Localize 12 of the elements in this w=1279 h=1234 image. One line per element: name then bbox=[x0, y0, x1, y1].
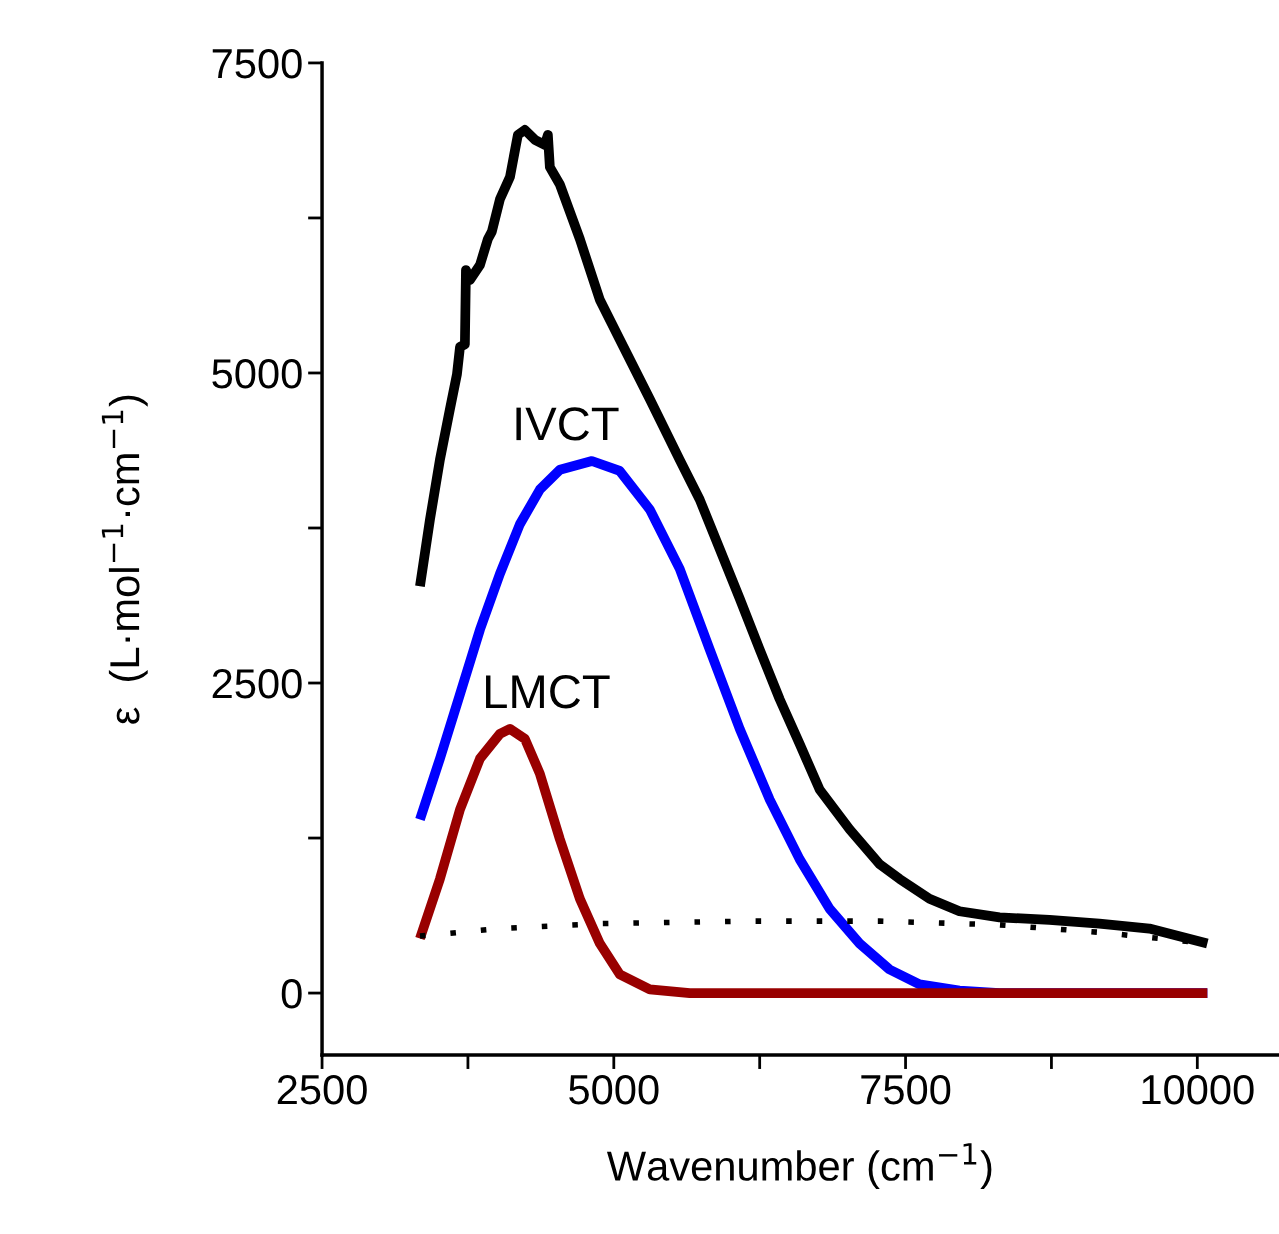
y-tick-label: 7500 bbox=[212, 48, 302, 79]
x-tick-label: 10000 bbox=[1142, 1074, 1254, 1105]
y-axis-title: ε (L·mol$^{−1}$·cm$^{−1}$) bbox=[101, 395, 148, 724]
x-tick-label: 2500 bbox=[277, 1074, 367, 1105]
x-axis-title: Wavenumber (cm$^{−1}$) bbox=[606, 1143, 992, 1190]
y-tick-label: 0 bbox=[281, 979, 302, 1009]
x-tick-label: 7500 bbox=[861, 1074, 951, 1105]
y-tick-label: 2500 bbox=[212, 669, 302, 699]
x-tick-label: 5000 bbox=[569, 1074, 659, 1105]
series-label: IVCT bbox=[516, 407, 619, 441]
series-label: LMCT bbox=[486, 675, 610, 709]
y-tick-label: 5000 bbox=[212, 358, 302, 389]
